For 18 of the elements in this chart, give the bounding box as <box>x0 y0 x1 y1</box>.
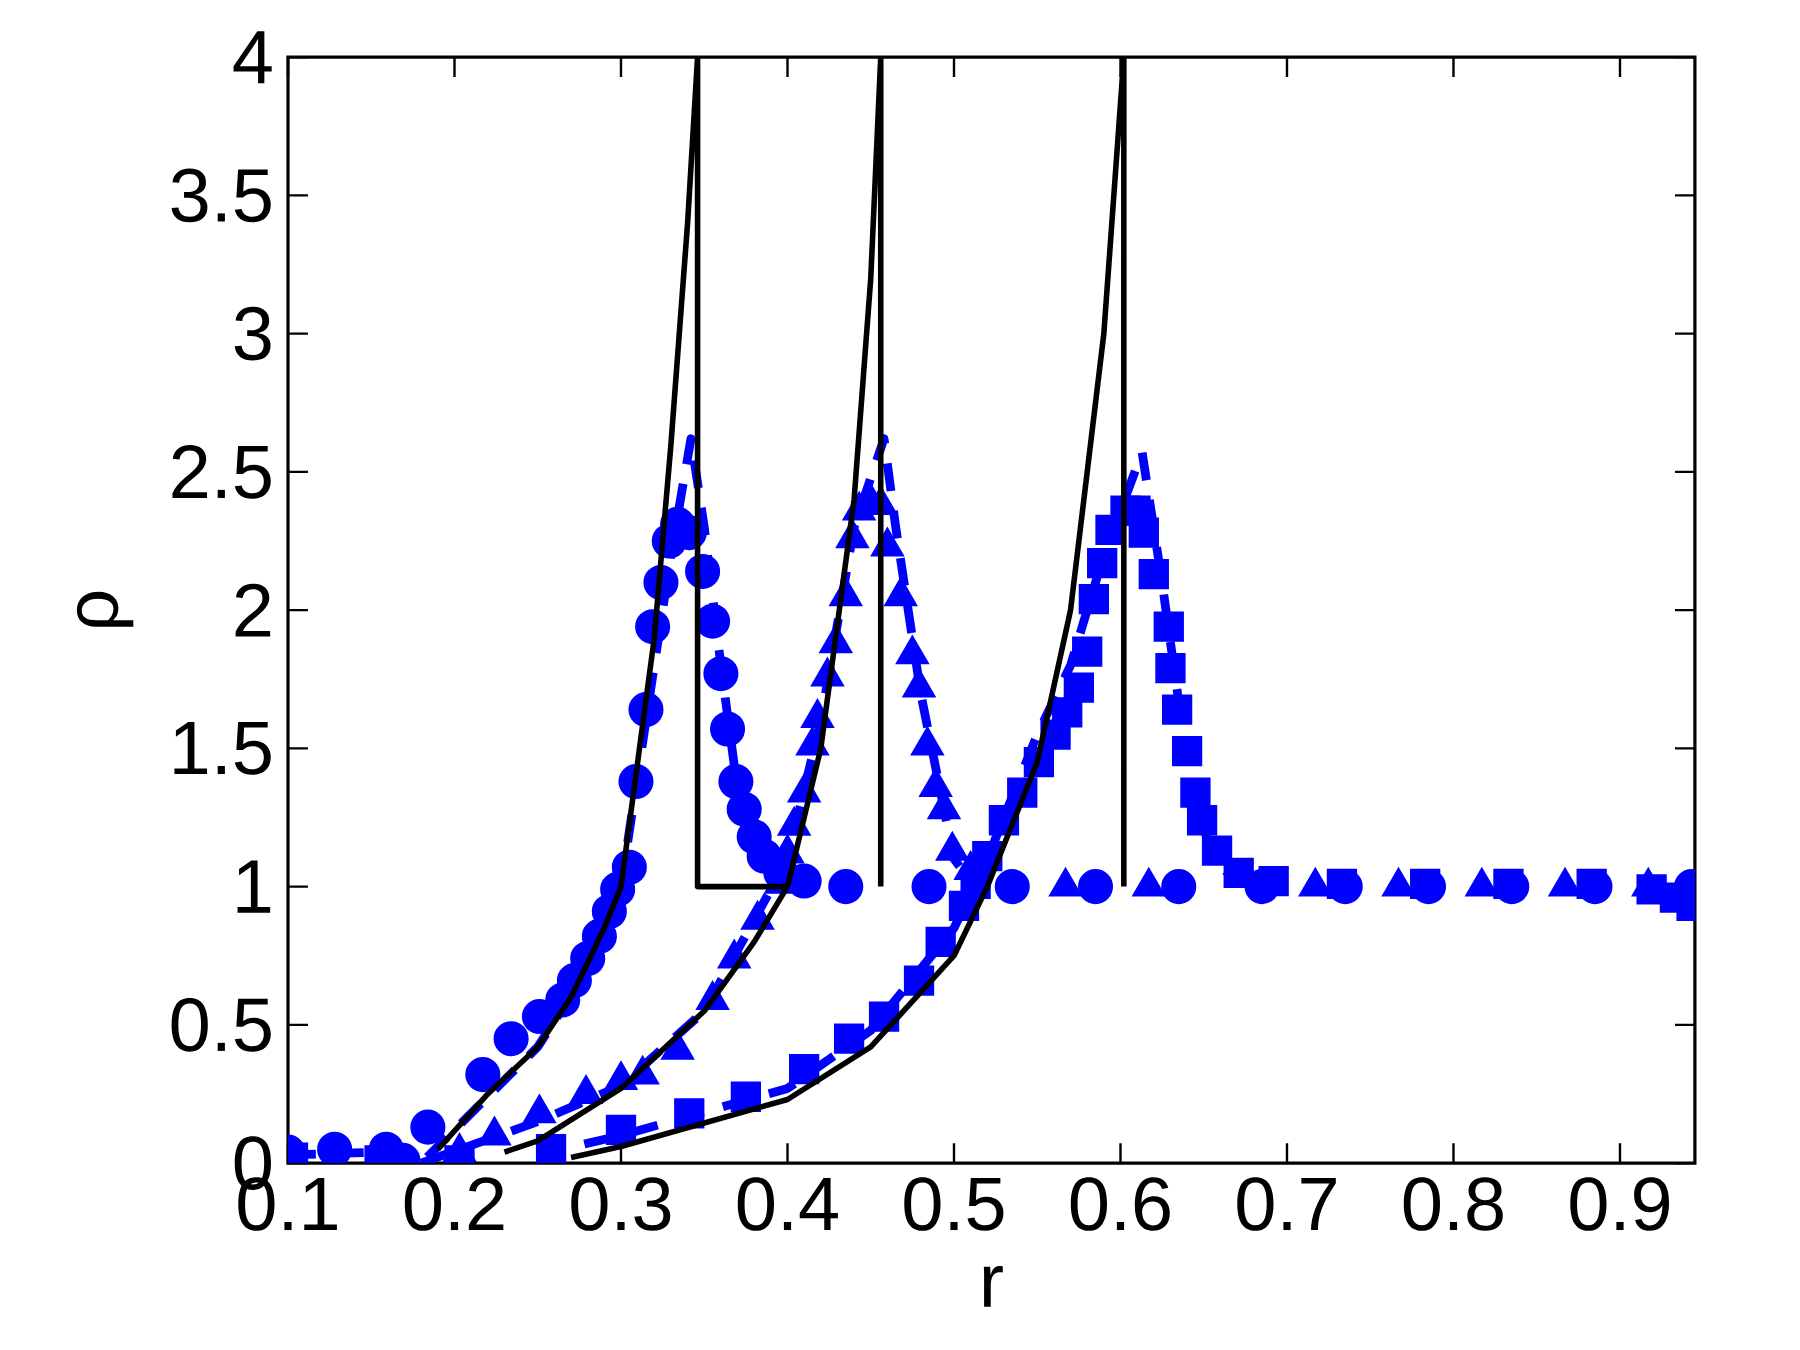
y-tick-label: 1 <box>237 860 271 913</box>
y-tick-label: 2.5 <box>172 445 271 499</box>
y-tick-label: 3 <box>234 306 271 361</box>
x-tick-label: 0.3 <box>571 1177 671 1231</box>
x-tick-label: 0.2 <box>404 1177 504 1231</box>
y-tick-label: 3.5 <box>171 168 271 223</box>
y-axis-title: ρ <box>76 591 134 627</box>
x-tick-label: 0.5 <box>904 1177 1004 1231</box>
x-tick-label: 0.8 <box>1403 1177 1503 1231</box>
y-tick-label: 0.5 <box>171 998 271 1052</box>
y-tick-label: 1.5 <box>174 721 271 775</box>
y-tick-label: 2 <box>235 583 271 637</box>
x-tick-label: 0.6 <box>1070 1177 1170 1231</box>
x-tick-label: 0.4 <box>737 1177 838 1231</box>
x-axis-title: r <box>983 1266 1003 1307</box>
x-tick-label: 0.7 <box>1237 1177 1336 1231</box>
y-tick-label: 4 <box>233 31 272 84</box>
x-tick-label: 0.9 <box>1570 1177 1669 1231</box>
